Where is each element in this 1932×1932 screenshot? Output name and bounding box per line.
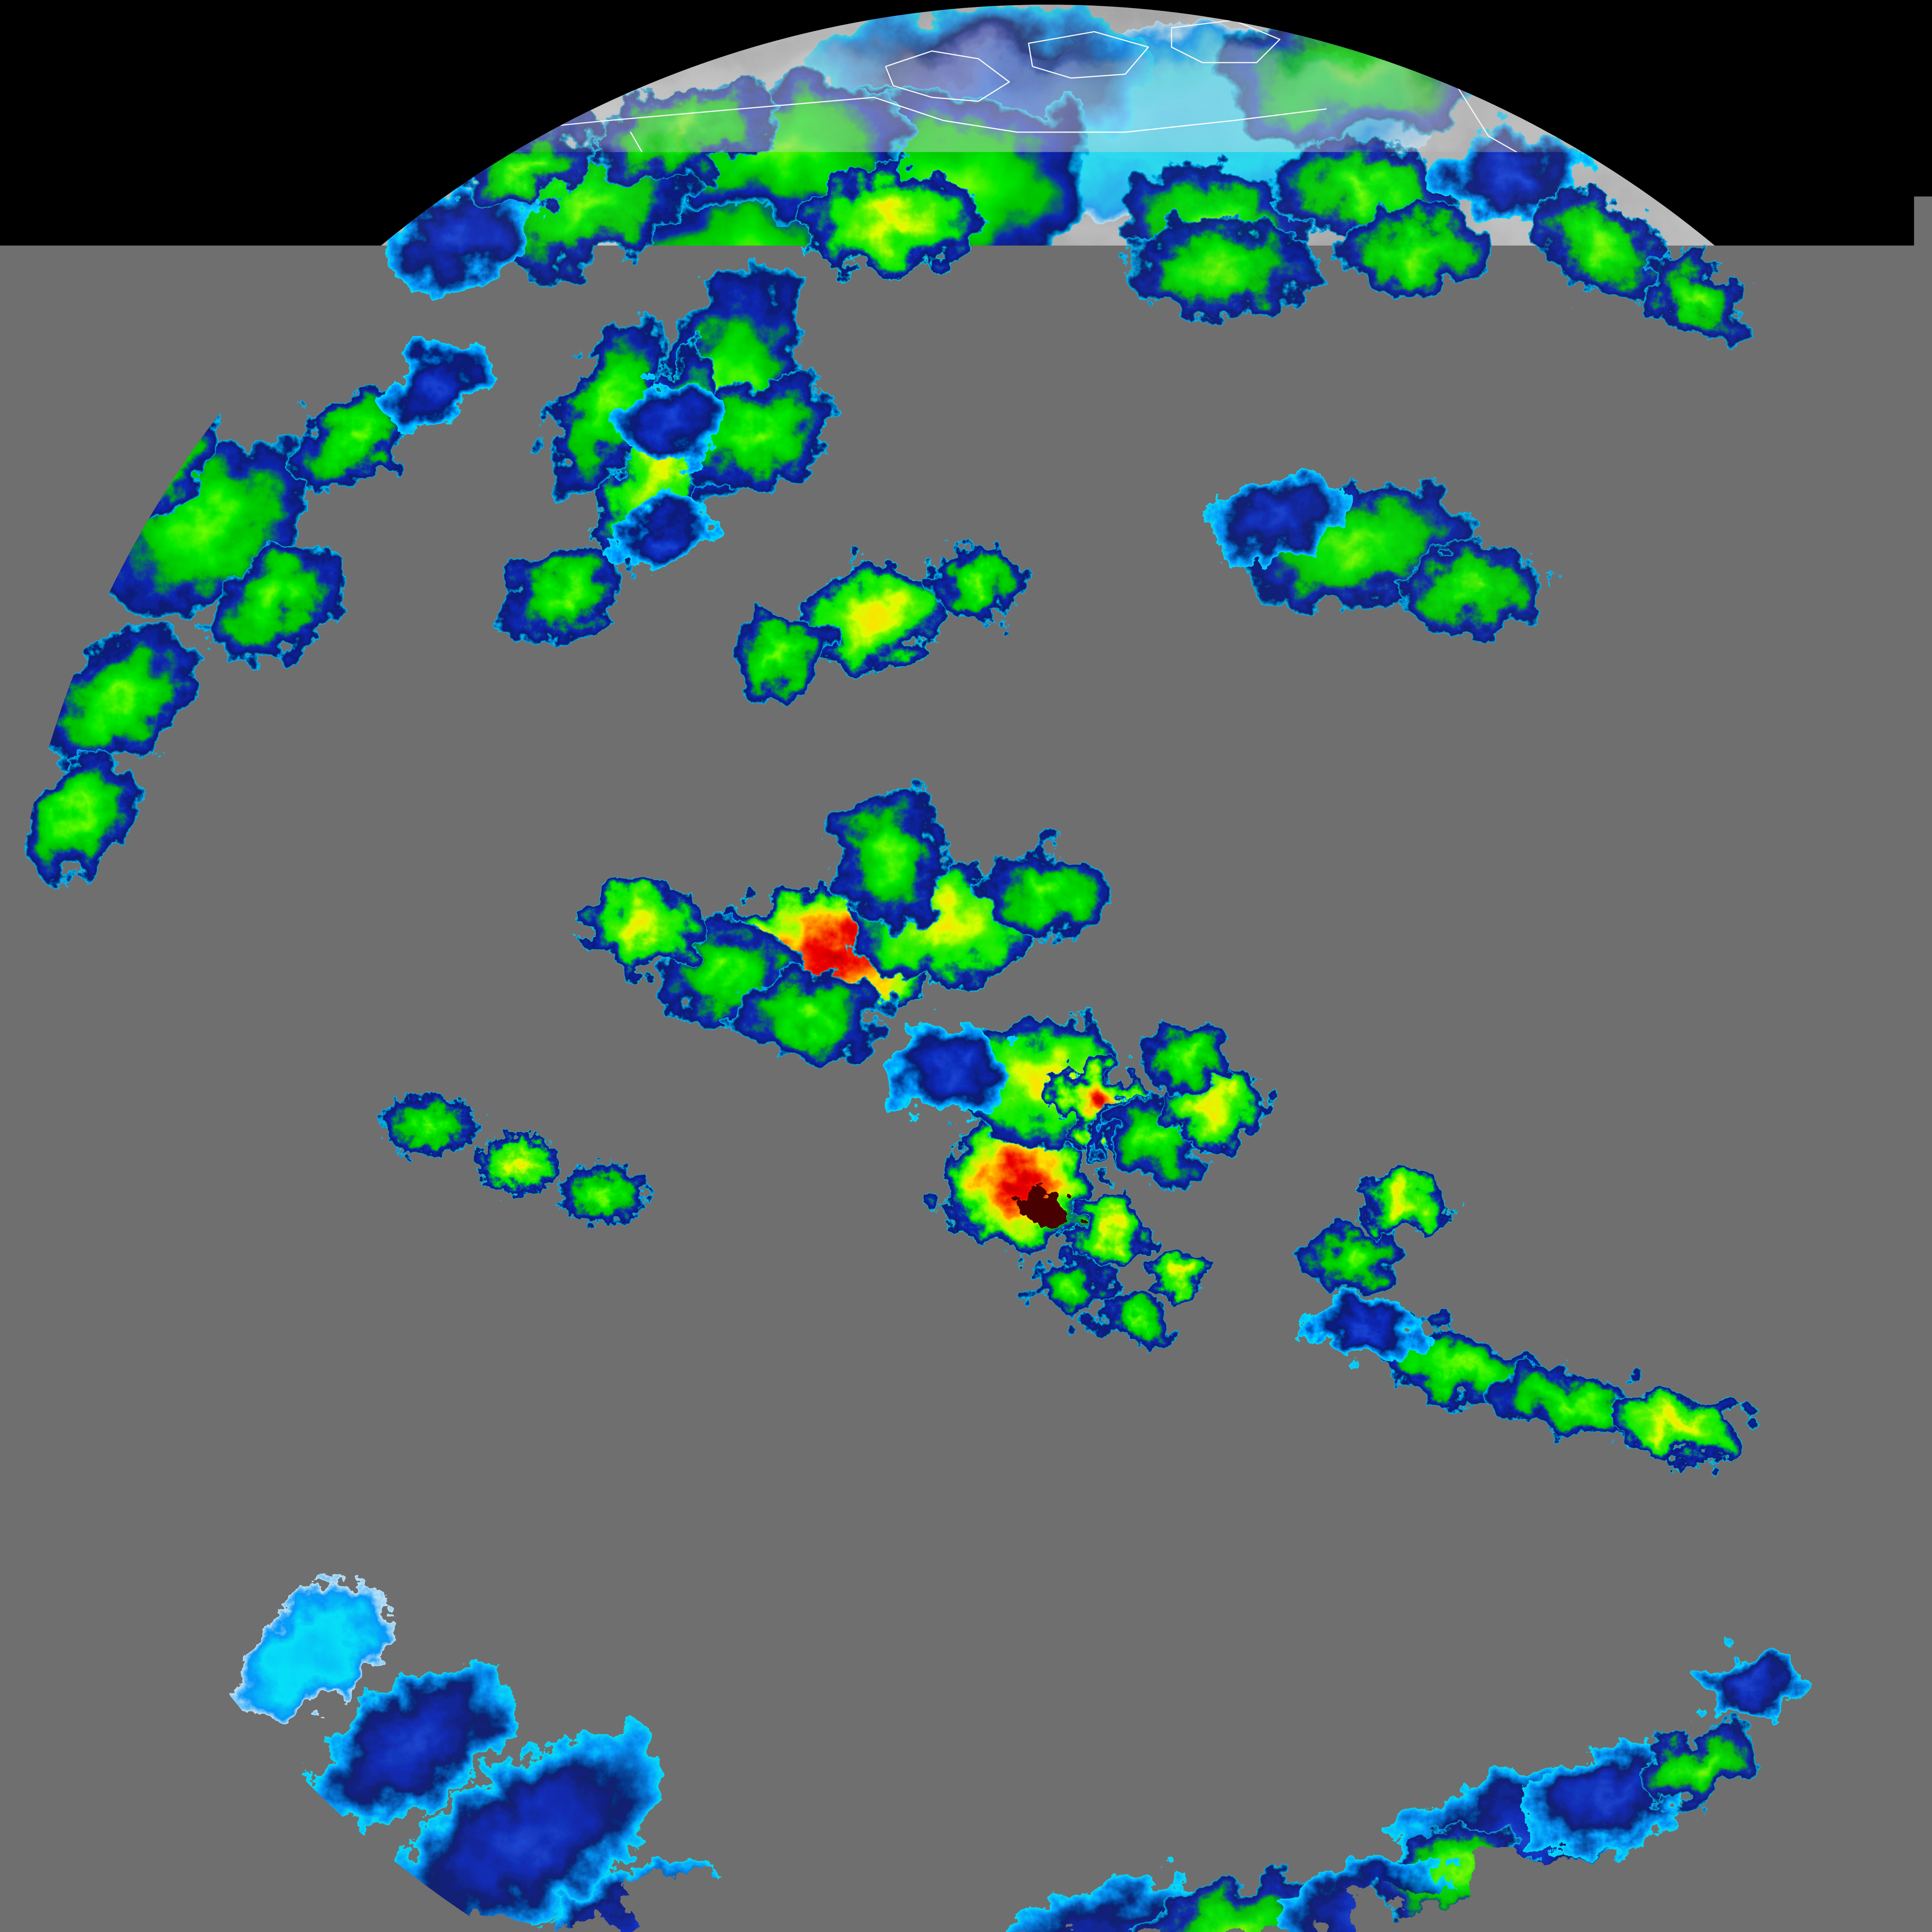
islands: [171, 930, 1932, 1932]
map-overlay-layer: [5, 5, 1932, 1932]
borders-south-america: [971, 905, 1774, 1932]
great-lakes: [1071, 368, 1202, 412]
coastline-north-america: [221, 20, 1620, 804]
earth-full-disk: [5, 5, 1932, 1932]
coastline-south-america: [963, 878, 1848, 1932]
coastline-central-america-caribbean: [893, 584, 1502, 905]
satellite-image-canvas: [0, 0, 1932, 1932]
